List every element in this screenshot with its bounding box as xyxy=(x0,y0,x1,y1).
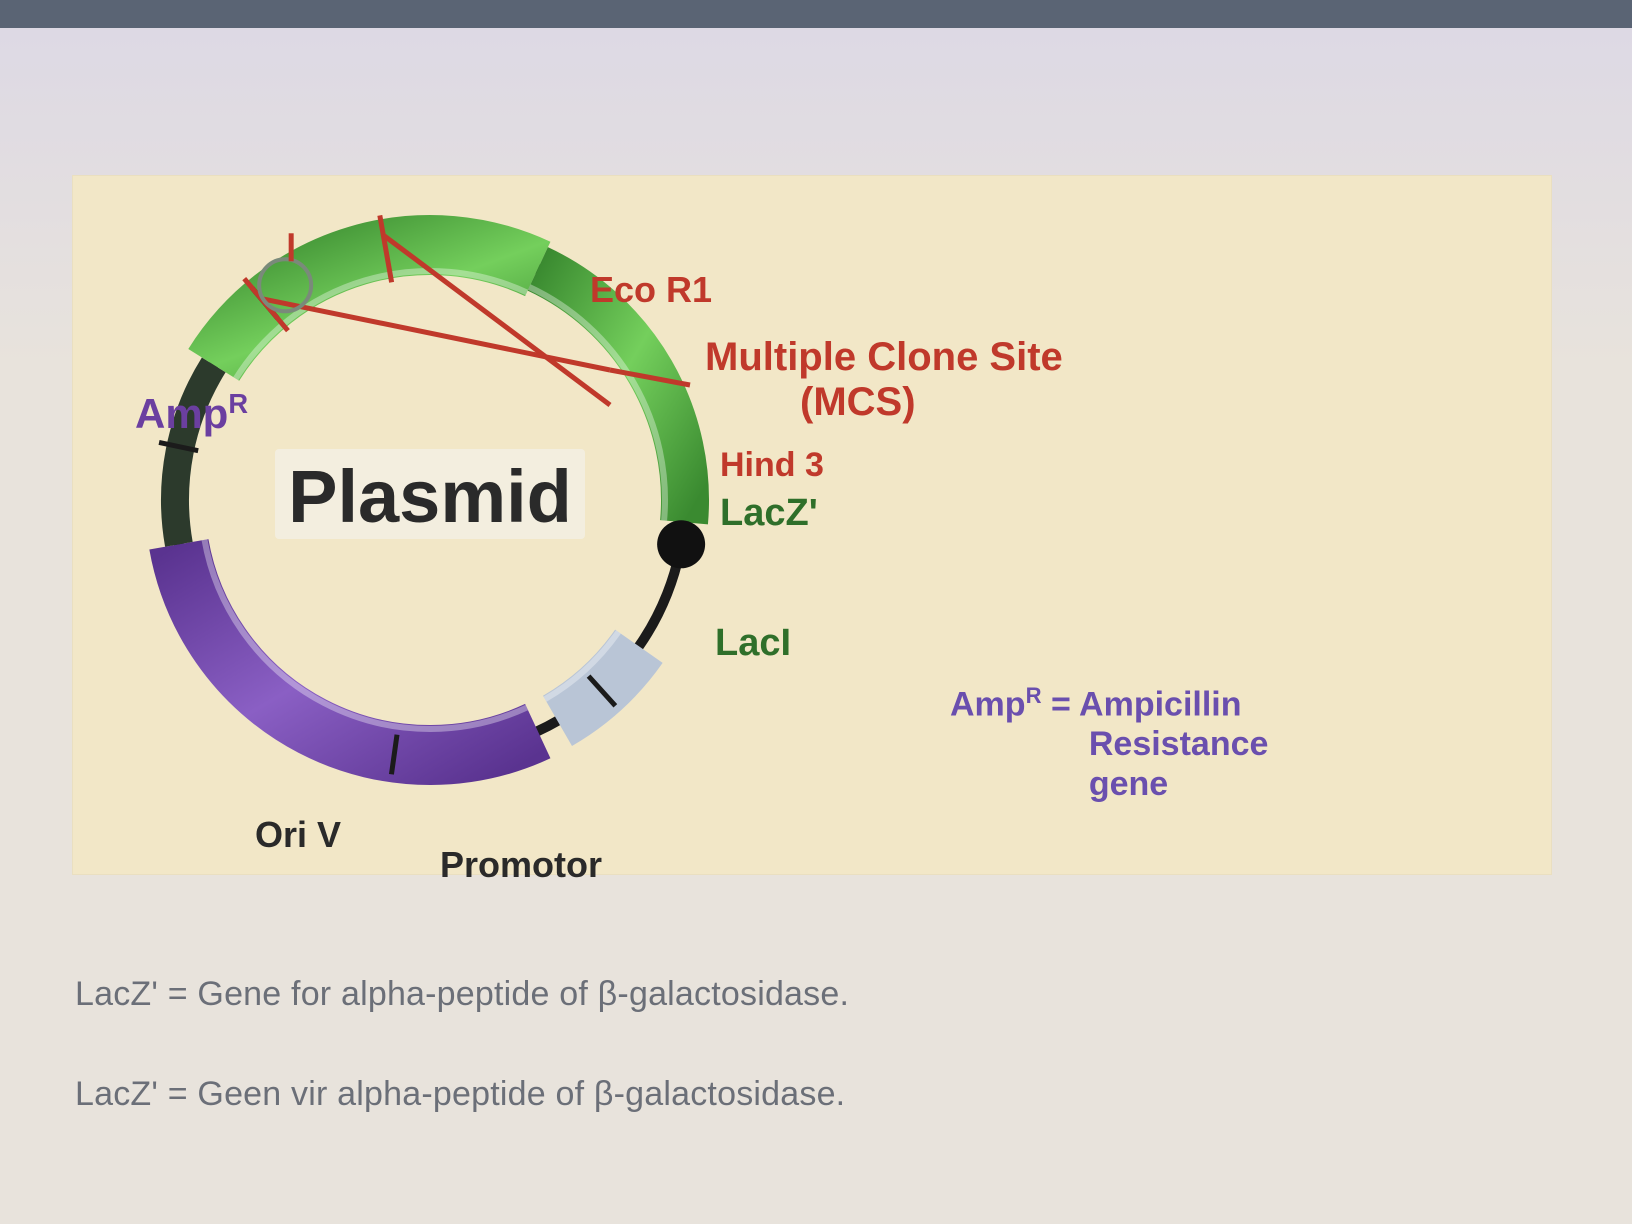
label-amp-text: Amp xyxy=(135,390,228,437)
label-laci: LacI xyxy=(715,622,791,665)
legend-amp-key: Amp xyxy=(950,685,1026,723)
plasmid-diagram: Plasmid xyxy=(80,150,780,850)
label-amp-super: R xyxy=(228,388,248,419)
label-lacz: LacZ' xyxy=(720,492,818,535)
label-mcs-line1: Multiple Clone Site xyxy=(705,335,1063,380)
legend-amp: AmpR = AmpicillinAmpR = ResistanceAmpR =… xyxy=(950,676,1268,804)
label-oriv: Ori V xyxy=(255,814,341,856)
footnote-line-1: LacZ' = Gene for alpha-peptide of β-gala… xyxy=(75,975,849,1014)
label-ecor1: Eco R1 xyxy=(590,269,712,311)
window-top-bar xyxy=(0,0,1632,28)
legend-amp-eq: = xyxy=(1042,685,1080,723)
promoter-marker xyxy=(657,520,705,568)
label-amp: AmpR xyxy=(135,388,248,438)
legend-amp-super: R xyxy=(1026,683,1042,708)
label-hind3: Hind 3 xyxy=(720,446,824,485)
footnote-line-2: LacZ' = Geen vir alpha-peptide of β-gala… xyxy=(75,1075,845,1114)
label-promotor: Promotor xyxy=(440,844,602,886)
plasmid-title: Plasmid xyxy=(288,455,572,538)
label-mcs-line2: (MCS) xyxy=(800,380,916,425)
page: Plasmid AmpR Eco R1 Multiple Clone Site … xyxy=(0,0,1632,1224)
